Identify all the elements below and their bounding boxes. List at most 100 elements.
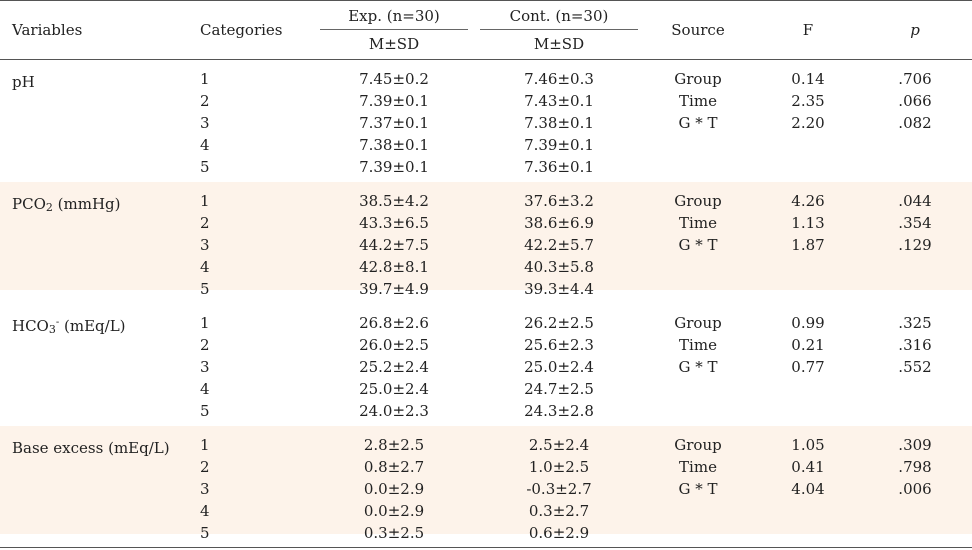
variable-label-main: Base excess (mEq/L) — [12, 439, 170, 457]
cont-value-cell: 7.39±0.1 — [524, 136, 594, 154]
category-cell: 2 — [200, 336, 210, 354]
source-cell: Time — [679, 336, 717, 354]
p-value-cell: .316 — [898, 336, 932, 354]
category-cell: 2 — [200, 92, 210, 110]
f-column: 0.99 0.21 0.77 — [768, 312, 848, 378]
source-cell: Time — [679, 92, 717, 110]
exp-value-cell: 39.7±4.9 — [359, 280, 429, 298]
exp-value-cell: 44.2±7.5 — [359, 236, 429, 254]
cont-value-cell: 25.0±2.4 — [524, 358, 594, 376]
category-cell: 3 — [200, 358, 210, 376]
category-cell: 1 — [200, 436, 210, 454]
table-body: pH 1 2 3 4 5 7.45±0.2 7.39±0.1 7.37±0.1 7.38±0.1 7… — [0, 60, 972, 542]
f-value-cell: 1.13 — [791, 214, 825, 232]
source-cell: G * T — [678, 358, 718, 376]
category-cell: 4 — [200, 258, 210, 276]
exp-value-cell: 38.5±4.2 — [359, 192, 429, 210]
cont-value-cell: 0.3±2.7 — [528, 502, 590, 520]
variable-label-sub: 2 — [45, 201, 53, 214]
category-cell: 4 — [200, 136, 210, 154]
cont-value-cell: 7.43±0.1 — [524, 92, 594, 110]
exp-value-cell: 7.38±0.1 — [359, 136, 429, 154]
f-column: 4.26 1.13 1.87 — [768, 190, 848, 256]
cont-value-cell: 39.3±4.4 — [524, 280, 594, 298]
cont-value-cell: 1.0±2.5 — [528, 458, 590, 476]
variable-label-rest: (mEq/L) — [59, 317, 126, 335]
header-source: Source — [671, 21, 725, 39]
p-value-cell: .066 — [898, 92, 932, 110]
header-cont-msd: M±SD — [533, 35, 585, 53]
exp-value-cell: 0.0±2.9 — [363, 502, 425, 520]
p-column: .706 .066 .082 — [870, 68, 960, 134]
cont-column: 37.6±3.2 38.6±6.9 42.2±5.7 40.3±5.8 39.3±4.4 — [480, 190, 638, 300]
exp-column: 26.8±2.6 26.0±2.5 25.2±2.4 25.0±2.4 24.0±2.3 — [320, 312, 468, 422]
cont-value-cell: 2.5±2.4 — [528, 436, 590, 454]
variable-label-sub: 3 — [48, 323, 56, 336]
cont-value-cell: 38.6±6.9 — [524, 214, 594, 232]
categories-column: 1 2 3 4 5 — [200, 190, 210, 300]
f-value-cell: 0.41 — [791, 458, 825, 476]
variable-group: Base excess (mEq/L) 1 2 3 4 5 2.8±2.5 0.8±2.7 0.… — [0, 426, 972, 542]
header-f: F — [802, 21, 814, 39]
cont-column: 2.5±2.4 1.0±2.5 -0.3±2.7 0.3±2.7 0.6±2.9 — [480, 434, 638, 544]
header-cont-rule — [480, 29, 638, 30]
f-value-cell: 0.99 — [791, 314, 825, 332]
category-cell: 5 — [200, 524, 210, 542]
header-variables: Variables — [12, 21, 83, 39]
source-cell: Group — [674, 314, 722, 332]
exp-value-cell: 26.8±2.6 — [359, 314, 429, 332]
exp-value-cell: 0.8±2.7 — [363, 458, 425, 476]
p-value-cell: .082 — [898, 114, 932, 132]
cont-value-cell: 7.38±0.1 — [524, 114, 594, 132]
category-cell: 5 — [200, 402, 210, 420]
exp-value-cell: 2.8±2.5 — [363, 436, 425, 454]
variable-label-rest: (mmHg) — [52, 195, 121, 213]
f-column: 1.05 0.41 4.04 — [768, 434, 848, 500]
source-cell: Group — [674, 70, 722, 88]
cont-value-cell: 24.7±2.5 — [524, 380, 594, 398]
exp-value-cell: 43.3±6.5 — [359, 214, 429, 232]
cont-column: 26.2±2.5 25.6±2.3 25.0±2.4 24.7±2.5 24.3±2.8 — [480, 312, 638, 422]
cont-value-cell: 7.36±0.1 — [524, 158, 594, 176]
variable-label-sup: - — [55, 317, 60, 328]
p-column: .325 .316 .552 — [870, 312, 960, 378]
categories-column: 1 2 3 4 5 — [200, 68, 210, 178]
f-value-cell: 4.04 — [791, 480, 825, 498]
exp-column: 38.5±4.2 43.3±6.5 44.2±7.5 42.8±8.1 39.7±4.9 — [320, 190, 468, 300]
f-column: 0.14 2.35 2.20 — [768, 68, 848, 134]
p-value-cell: .706 — [898, 70, 932, 88]
exp-value-cell: 0.3±2.5 — [363, 524, 425, 542]
table-bottom-rule — [0, 547, 972, 548]
category-cell: 2 — [200, 458, 210, 476]
exp-value-cell: 7.39±0.1 — [359, 92, 429, 110]
category-cell: 4 — [200, 502, 210, 520]
exp-value-cell: 25.0±2.4 — [359, 380, 429, 398]
exp-value-cell: 26.0±2.5 — [359, 336, 429, 354]
f-value-cell: 1.87 — [791, 236, 825, 254]
categories-column: 1 2 3 4 5 — [200, 434, 210, 544]
variable-group: pH 1 2 3 4 5 7.45±0.2 7.39±0.1 7.37±0.1 7.38±0.1 7… — [0, 60, 972, 176]
variable-group: HCO3- (mEq/L) 1 2 3 4 5 26.8±2.6 26.0±2.5 25.2±2… — [0, 304, 972, 420]
cont-value-cell: 26.2±2.5 — [524, 314, 594, 332]
f-value-cell: 0.77 — [791, 358, 825, 376]
cont-value-cell: 40.3±5.8 — [524, 258, 594, 276]
exp-value-cell: 24.0±2.3 — [359, 402, 429, 420]
f-value-cell: 4.26 — [791, 192, 825, 210]
variable-label: Base excess (mEq/L) — [12, 434, 170, 463]
exp-value-cell: 7.37±0.1 — [359, 114, 429, 132]
exp-column: 7.45±0.2 7.39±0.1 7.37±0.1 7.38±0.1 7.39±0.1 — [320, 68, 468, 178]
variable-group: PCO2 (mmHg) 1 2 3 4 5 38.5±4.2 43.3±6.5 44.2±7.5… — [0, 182, 972, 298]
exp-value-cell: 25.2±2.4 — [359, 358, 429, 376]
cont-value-cell: 7.46±0.3 — [524, 70, 594, 88]
cont-column: 7.46±0.3 7.43±0.1 7.38±0.1 7.39±0.1 7.36±0.1 — [480, 68, 638, 178]
p-value-cell: .552 — [898, 358, 932, 376]
f-value-cell: 2.35 — [791, 92, 825, 110]
p-value-cell: .798 — [898, 458, 932, 476]
cont-value-cell: -0.3±2.7 — [526, 480, 592, 498]
p-column: .044 .354 .129 — [870, 190, 960, 256]
cont-value-cell: 24.3±2.8 — [524, 402, 594, 420]
category-cell: 5 — [200, 158, 210, 176]
p-value-cell: .129 — [898, 236, 932, 254]
category-cell: 1 — [200, 70, 210, 88]
exp-column: 2.8±2.5 0.8±2.7 0.0±2.9 0.0±2.9 0.3±2.5 — [320, 434, 468, 544]
